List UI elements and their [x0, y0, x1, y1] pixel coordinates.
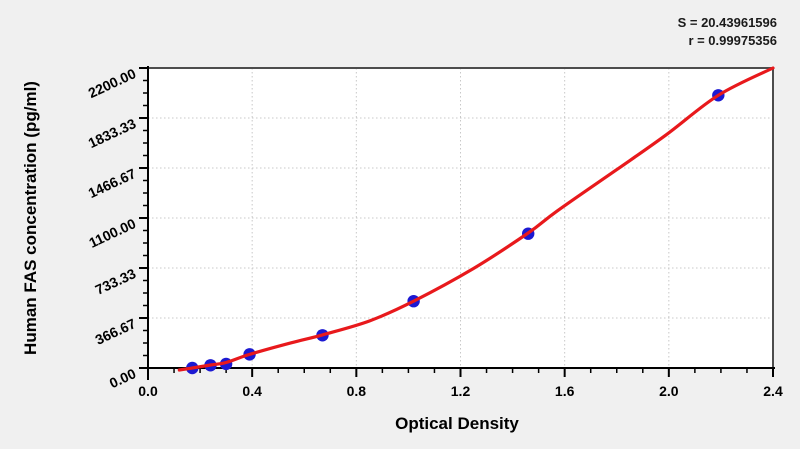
- x-tick-label: 1.6: [555, 383, 575, 399]
- x-tick-label: 0.8: [347, 383, 367, 399]
- y-tick-label: 366.67: [93, 315, 139, 348]
- x-tick-label: 2.4: [763, 383, 783, 399]
- x-axis-title: Optical Density: [395, 414, 519, 433]
- x-tick-labels: 0.0 0.4 0.8 1.2 1.6 2.0 2.4: [138, 383, 783, 399]
- fit-r-value: r = 0.99975356: [688, 33, 777, 48]
- y-tick-label: 1466.67: [86, 165, 139, 201]
- gridlines: [148, 68, 773, 368]
- x-tick-label: 1.2: [451, 383, 471, 399]
- y-tick-label: 1833.33: [86, 115, 139, 151]
- y-tick-label: 0.00: [107, 365, 139, 391]
- y-tick-label: 1100.00: [86, 215, 138, 251]
- y-tick-labels: 0.00 366.67 733.33 1100.00 1466.67 1833.33 220…: [86, 65, 139, 391]
- y-axis-title: Human FAS concentration (pg/ml): [21, 81, 40, 355]
- x-tick-label: 0.0: [138, 383, 158, 399]
- x-tick-label: 0.4: [242, 383, 262, 399]
- axis-ticks: [139, 67, 774, 377]
- fit-curve: [177, 66, 775, 372]
- y-tick-label: 733.33: [93, 265, 139, 298]
- x-tick-label: 2.0: [659, 383, 679, 399]
- fit-s-value: S = 20.43961596: [678, 15, 777, 30]
- y-tick-label: 2200.00: [86, 65, 139, 101]
